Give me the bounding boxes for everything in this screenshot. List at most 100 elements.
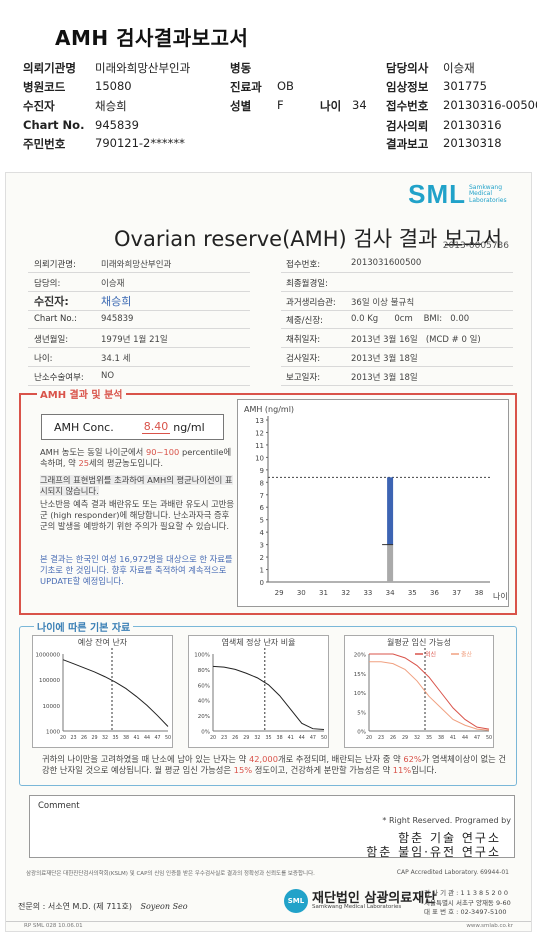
- mini-chart-title: 염색체 정상 난자 비율: [221, 638, 296, 647]
- value-report-date: 20130318: [443, 136, 502, 150]
- value-sex: F: [277, 98, 284, 112]
- foundation-english-name: Samkwang Medical Laboratories: [312, 903, 402, 910]
- amh-percentile-range: 90~100: [145, 447, 180, 457]
- y-tick-label: 2: [260, 554, 264, 562]
- series-line: [212, 665, 325, 730]
- info-label: 난소수술여부:: [34, 373, 84, 383]
- label-department: 진료과: [230, 80, 262, 94]
- info-label: 체중/신장:: [286, 316, 324, 326]
- legend-label: 외신: [425, 651, 436, 659]
- mini-chart-title: 예상 잔여 난자: [77, 638, 128, 647]
- value-clinical-info: 301775: [443, 79, 487, 93]
- x-tick-label: 32: [102, 735, 108, 741]
- remaining-eggs-value: 42,000: [248, 754, 278, 764]
- x-tick-label: 44: [462, 735, 468, 741]
- age-section-caption: 나이에 따른 기본 자료: [34, 619, 134, 634]
- y-tick-label: 5: [260, 517, 264, 525]
- value-request-date: 20130316: [443, 118, 502, 132]
- amh-result-section: AMH 결과 및 분석 AMH Conc. 8.40 ng/ml AMH 농도는…: [19, 386, 517, 615]
- foundation-name: 재단법인 삼광의료재단: [312, 890, 437, 906]
- scanned-report: SML Samkwang Medical Laboratories Ovaria…: [5, 172, 532, 932]
- x-tick-label: 23: [221, 735, 227, 741]
- amh-percentile-text: AMH 농도는 동일 나이군에서 90~100 percentile에 속하며,…: [40, 447, 232, 468]
- info-value: 1979년 1월 21일: [101, 335, 168, 345]
- y-tick-label: 10%: [354, 691, 366, 697]
- y-tick-label: 7: [260, 492, 264, 500]
- x-tick-label: 29: [402, 735, 408, 741]
- label-age: 나이: [320, 99, 342, 113]
- label-patient: 수진자: [23, 99, 55, 113]
- amh-conc-box: AMH Conc. 8.40 ng/ml: [41, 414, 224, 440]
- x-tick-label: 47: [310, 735, 316, 741]
- x-tick-label: 32: [341, 589, 350, 597]
- y-tick-label: 100%: [194, 653, 210, 659]
- x-tick-label: 26: [232, 735, 238, 741]
- lab-name-2: 함춘 불임·유전 연구소: [366, 845, 501, 859]
- x-tick-label: 41: [450, 735, 456, 741]
- y-tick-label: 100000: [39, 678, 60, 684]
- value-resident-no: 790121-2******: [95, 136, 185, 150]
- label-resident-no: 주민번호: [23, 137, 66, 151]
- x-tick-label: 38: [277, 735, 283, 741]
- mini-chart-title: 월평균 임신 가능성: [387, 638, 451, 647]
- director-label: 전문의 : 서소연 M.D. (제 711호): [18, 902, 132, 911]
- x-tick-label: 26: [81, 735, 87, 741]
- mini-chart-svg: 100% 80% 60% 40% 20% 0%20 23 26 29 32 35 38 41 44 47 50: [194, 648, 327, 741]
- info-value: 2013년 3월 18일: [351, 373, 418, 383]
- x-tick-label: 20: [60, 735, 66, 741]
- series-line: [62, 659, 169, 727]
- label-ward: 병동: [230, 61, 252, 75]
- x-tick-label: 47: [474, 735, 480, 741]
- x-tick-label: 29: [91, 735, 97, 741]
- sml-logo-sub: Samkwang Medical Laboratories: [469, 183, 507, 204]
- y-tick-label: 0%: [357, 730, 366, 736]
- age-summary-text: 귀하의 나이만을 고려하였을 때 난소에 남아 있는 난자는 약 42,000개…: [42, 754, 507, 775]
- contact-line: 대 표 번 호 : 02-3497-5100: [424, 908, 507, 916]
- value-department: OB: [277, 79, 294, 93]
- y-tick-label: 13: [255, 417, 264, 425]
- value-receipt-no: 20130316-00500: [443, 98, 537, 112]
- label-chart-no: Chart No.: [23, 118, 85, 132]
- website-link[interactable]: www.smlab.co.kr: [466, 923, 513, 929]
- x-tick-label: 35: [112, 735, 118, 741]
- comment-box: Comment: [29, 795, 515, 858]
- form-code: RP SML 028 10.06.01: [24, 923, 83, 929]
- foundation-mark-icon: SML: [284, 889, 308, 913]
- director-signature: Soyeon Seo: [140, 902, 188, 911]
- y-tick-label: 4: [260, 529, 265, 537]
- y-tick-label: 9: [260, 467, 264, 475]
- y-tick-label: 60%: [198, 683, 210, 689]
- x-tick-label: 44: [299, 735, 305, 741]
- x-tick-label: 20: [210, 735, 216, 741]
- foundation-logo: SML 재단법인 삼광의료재단 Samkwang Medical Laborat…: [284, 889, 436, 913]
- amh-range-note: 그래프의 표현범위를 초과하여 AMH의 평균나이선이 표시되지 않습니다.: [40, 475, 233, 496]
- mean-bar: [387, 544, 394, 582]
- y-tick-label: 40%: [198, 699, 210, 705]
- footer-bar: RP SML 028 10.06.01 www.smlab.co.kr: [6, 921, 531, 931]
- info-value: 945839: [101, 314, 134, 324]
- info-label: 의뢰기관명:: [34, 260, 76, 270]
- cap-accreditation: CAP Accredited Laboratory. 69944-01: [396, 869, 509, 876]
- label-doctor: 담당의사: [386, 61, 429, 75]
- amh-response-text: 난소반응 예측 결과 배란유도 또는 과배란 유도시 고반응군 (high re…: [40, 499, 235, 531]
- legend-label: 출산: [461, 651, 473, 659]
- label-hospital-code: 병원코드: [23, 80, 66, 94]
- info-value: 34.1 세: [101, 354, 131, 364]
- patient-amh-bar: [387, 477, 394, 545]
- y-tick-label: 20%: [198, 714, 210, 720]
- y-tick-label: 15%: [354, 672, 366, 678]
- x-tick-label: 38: [438, 735, 444, 741]
- y-tick-label: 0: [260, 579, 264, 587]
- x-tick-label: 41: [288, 735, 294, 741]
- amh-age-chart: AMH (ng/ml) 0 1 2 3 4 5 6 7 8 9 10 11 12 13 29 30 31 32 33 3…: [237, 399, 509, 607]
- x-tick-label: 30: [297, 589, 306, 597]
- sml-logo: SML Samkwang Medical Laboratories: [408, 179, 515, 210]
- x-tick-label: 33: [363, 589, 372, 597]
- y-tick-label: 6: [260, 504, 265, 512]
- info-label: 담당의:: [34, 279, 61, 289]
- info-value: 채승희: [101, 295, 132, 308]
- x-tick-label: 35: [408, 589, 417, 597]
